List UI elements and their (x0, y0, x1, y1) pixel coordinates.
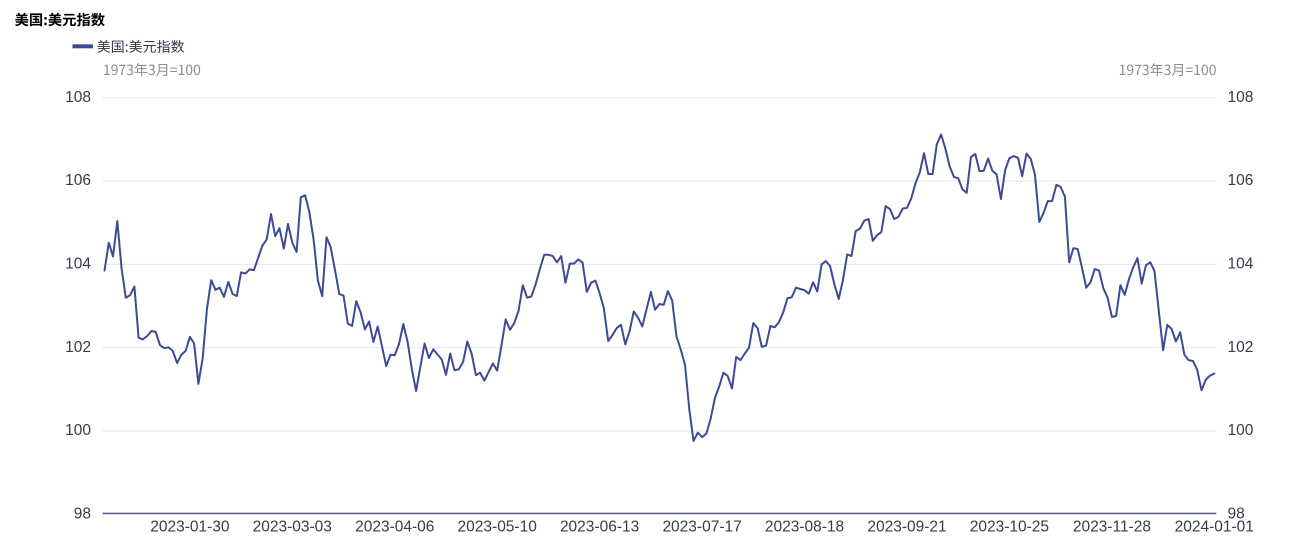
svg-text:2023-07-17: 2023-07-17 (662, 519, 741, 536)
svg-text:2023-05-10: 2023-05-10 (458, 519, 538, 536)
svg-text:2024-01-01: 2024-01-01 (1175, 519, 1254, 536)
svg-text:2023-04-06: 2023-04-06 (355, 519, 434, 536)
svg-text:2023-10-25: 2023-10-25 (970, 519, 1049, 536)
svg-text:100: 100 (1228, 422, 1254, 439)
svg-text:2023-06-13: 2023-06-13 (560, 519, 639, 536)
svg-text:100: 100 (65, 422, 91, 439)
svg-text:106: 106 (65, 172, 91, 189)
svg-text:2023-11-28: 2023-11-28 (1073, 519, 1151, 536)
svg-text:106: 106 (1228, 172, 1254, 189)
svg-text:104: 104 (1228, 256, 1254, 273)
svg-text:98: 98 (74, 505, 91, 522)
svg-text:108: 108 (65, 89, 91, 106)
svg-text:102: 102 (1228, 339, 1254, 356)
svg-text:108: 108 (1228, 89, 1254, 106)
svg-text:98: 98 (1228, 505, 1245, 522)
svg-text:2023-03-03: 2023-03-03 (253, 519, 332, 536)
svg-text:104: 104 (65, 256, 91, 273)
svg-text:2023-01-30: 2023-01-30 (150, 519, 230, 536)
svg-text:2023-08-18: 2023-08-18 (765, 519, 844, 536)
svg-text:102: 102 (65, 339, 91, 356)
svg-text:2023-09-21: 2023-09-21 (867, 519, 946, 536)
